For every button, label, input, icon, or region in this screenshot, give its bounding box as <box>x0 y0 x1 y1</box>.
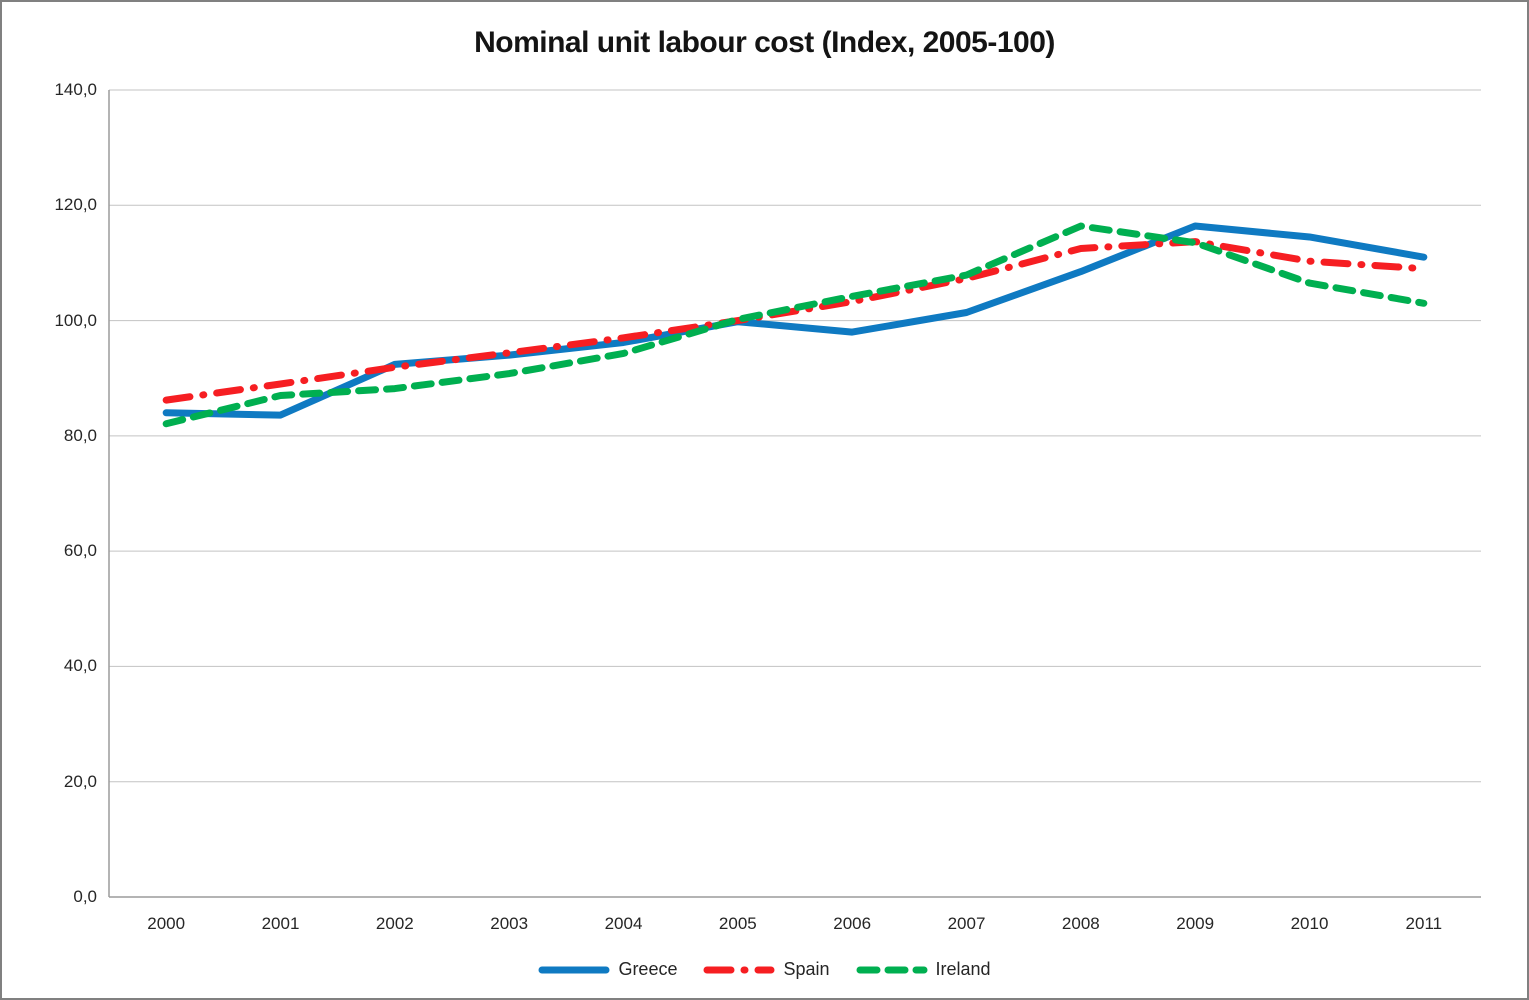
chart-legend: Greece Spain Ireland <box>2 959 1527 980</box>
x-axis-tick-label: 2008 <box>1061 914 1100 933</box>
y-axis-tick-label: 60,0 <box>63 541 97 561</box>
legend-item-spain: Spain <box>703 959 830 980</box>
x-axis-tick-label: 2000 <box>147 914 186 933</box>
x-axis-tick-label: 2006 <box>833 914 872 933</box>
x-axis-tick-label: 2003 <box>490 914 529 933</box>
x-axis-tick-label: 2004 <box>604 914 643 933</box>
y-axis-tick-label: 20,0 <box>63 771 97 791</box>
x-axis-tick-label: 2005 <box>718 914 757 933</box>
legend-label: Greece <box>618 959 678 979</box>
legend-line-spain-icon <box>703 966 775 973</box>
y-axis-tick-label: 40,0 <box>63 656 97 676</box>
x-axis-tick-label: 2007 <box>947 914 986 933</box>
series-line-spain <box>162 238 1428 404</box>
x-axis-tick-label: 2010 <box>1290 914 1329 933</box>
series-line-ireland <box>162 222 1428 428</box>
x-axis-tick-label: 2002 <box>375 914 414 933</box>
x-axis-tick-label: 2001 <box>261 914 300 933</box>
legend-item-greece: Greece <box>538 959 677 980</box>
y-axis-tick-label: 120,0 <box>54 195 97 215</box>
legend-line-ireland-icon <box>856 966 928 973</box>
legend-line-greece-icon <box>538 966 610 973</box>
y-axis-tick-label: 80,0 <box>63 425 97 445</box>
y-axis-tick-label: 100,0 <box>54 310 97 330</box>
x-axis-tick-label: 2009 <box>1176 914 1215 933</box>
legend-label: Ireland <box>935 959 991 979</box>
legend-item-ireland: Ireland <box>856 959 991 980</box>
y-axis-tick-label: 140,0 <box>54 80 97 99</box>
chart-title: Nominal unit labour cost (Index, 2005-10… <box>474 26 1055 59</box>
x-axis-tick-label: 2011 <box>1405 914 1443 933</box>
y-axis-tick-label: 0,0 <box>73 887 97 906</box>
legend-label: Spain <box>783 959 830 979</box>
